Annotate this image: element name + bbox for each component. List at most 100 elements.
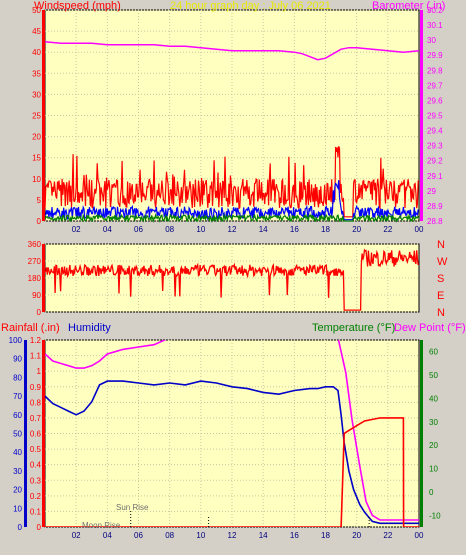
wind-speed-line: [44, 180, 419, 222]
sunrise-label: Sun Rise: [116, 503, 149, 512]
x-tick-label: 10: [196, 225, 205, 234]
baro-tick-label: 29.8: [427, 66, 443, 75]
rainfall-tick-label: 0.9: [30, 383, 42, 392]
x-tick-label: 20: [352, 531, 361, 540]
x-tick-label: 20: [352, 225, 361, 234]
x-tick-label: 18: [321, 531, 330, 540]
wind-tick-label: 0: [37, 217, 42, 226]
x-tick-label: 12: [228, 531, 237, 540]
x-tick-label: 00: [415, 531, 424, 540]
temperature-tick-label: 40: [429, 394, 438, 403]
temperature-tick-label: 0: [429, 488, 434, 497]
wind-baro-axes: 02 04 06 08 10 12 14 16 18 20 22 000510152025303540…: [32, 6, 443, 234]
baro-tick-label: 28.9: [427, 202, 443, 211]
baro-tick-label: 28.8: [427, 217, 443, 226]
wind-tick-label: 30: [32, 90, 41, 99]
rainfall-tick-label: 0.6: [30, 430, 42, 439]
direction-tick-label: 180: [28, 274, 42, 283]
wind-tick-label: 5: [37, 196, 42, 205]
x-tick-label: 22: [383, 531, 392, 540]
rainfall-tick-label: 0.3: [30, 476, 42, 485]
baro-tick-label: 29.2: [427, 157, 443, 166]
temperature-tick-label: -10: [429, 511, 441, 520]
x-tick-label: 12: [228, 225, 237, 234]
rainfall-axis-title: Rainfall (.in): [1, 322, 60, 334]
humidity-tick-label: 70: [13, 392, 22, 401]
temperature-axis-bar: [420, 340, 423, 527]
rainfall-axis-bar: [42, 340, 45, 527]
humidity-tick-label: 20: [13, 486, 22, 495]
humidity-tick-label: 80: [13, 373, 22, 382]
baro-tick-label: 30.2: [427, 6, 443, 15]
x-tick-label: 00: [415, 225, 424, 234]
rainfall-tick-label: 1.1: [30, 352, 42, 361]
x-tick-label: 18: [321, 225, 330, 234]
humidity-tick-label: 50: [13, 430, 22, 439]
x-tick-label: 10: [196, 531, 205, 540]
x-tick-label: 04: [103, 531, 112, 540]
wind-tick-label: 35: [32, 69, 41, 78]
compass-label: N: [437, 239, 445, 251]
direction-axes: 360 N 270 W 180 S 90 E 0 N: [28, 239, 448, 319]
wind-tick-label: 20: [32, 133, 41, 142]
baro-tick-label: 29.4: [427, 127, 443, 136]
humidity-axis-title: Humidity: [68, 322, 111, 334]
x-tick-label: 16: [290, 531, 299, 540]
rainfall-tick-label: 1: [37, 367, 42, 376]
rainfall-tick-label: 0.5: [30, 445, 42, 454]
wind-tick-label: 50: [32, 6, 41, 15]
humidity-tick-label: 10: [13, 504, 22, 513]
baro-tick-label: 29.6: [427, 96, 443, 105]
rainfall-tick-label: 0.1: [30, 507, 42, 516]
rainfall-tick-label: 0.2: [30, 492, 42, 501]
temperature-axis-title: Temperature (°F): [312, 322, 395, 334]
dewpoint-axis-title: Dew Point (°F): [394, 322, 466, 334]
baro-tick-label: 30.1: [427, 21, 443, 30]
direction-tick-label: 0: [37, 308, 42, 317]
x-tick-label: 02: [72, 225, 81, 234]
baro-tick-label: 29.5: [427, 112, 443, 121]
direction-tick-label: 90: [32, 291, 41, 300]
barometer-line: [44, 40, 420, 61]
temperature-tick-label: 60: [429, 348, 438, 357]
humidity-tick-label: 0: [18, 523, 23, 532]
x-tick-label: 06: [134, 225, 143, 234]
wind-direction-line: [44, 248, 419, 311]
moonrise-label: Moon Rise: [82, 521, 121, 530]
direction-axis-bar: [42, 244, 45, 312]
x-tick-label: 06: [134, 531, 143, 540]
compass-label: N: [437, 307, 445, 319]
page-title: 24 hour graph day : July 06 2021: [170, 0, 331, 12]
x-tick-label: 14: [259, 531, 268, 540]
baro-tick-label: 29.7: [427, 81, 443, 90]
x-tick-label: 02: [72, 531, 81, 540]
humidity-tick-label: 40: [13, 448, 22, 457]
wind-tick-label: 15: [32, 154, 41, 163]
rain-hum-temp-series: [45, 340, 419, 527]
temperature-tick-label: 20: [429, 441, 438, 450]
baro-tick-label: 29.1: [427, 172, 443, 181]
baro-tick-label: 29: [427, 187, 436, 196]
compass-label: W: [437, 256, 448, 268]
rainfall-tick-label: 0.7: [30, 414, 42, 423]
wind-baro-series: [44, 40, 420, 223]
wind-axis-bar: [42, 10, 45, 221]
humidity-tick-label: 30: [13, 467, 22, 476]
temperature-line: [45, 340, 419, 521]
compass-label: E: [437, 290, 444, 302]
humidity-tick-label: 100: [9, 336, 23, 345]
humidity-tick-label: 90: [13, 355, 22, 364]
wind-axis-title: Windspeed (mph): [34, 0, 121, 12]
direction-series: [44, 248, 419, 311]
direction-grid: [45, 243, 419, 313]
x-tick-label: 16: [290, 225, 299, 234]
baro-axis-bar: [420, 10, 423, 221]
wind-tick-label: 25: [32, 112, 41, 121]
x-tick-label: 08: [165, 225, 174, 234]
wind-tick-label: 45: [32, 27, 41, 36]
rain-hum-temp-axes: 02 04 06 08 10 12 14 16 18 20 22 000102030405060708…: [9, 336, 441, 540]
temperature-tick-label: 10: [429, 465, 438, 474]
humidity-axis-bar: [24, 340, 27, 527]
humidity-tick-label: 60: [13, 411, 22, 420]
rainfall-tick-label: 1.2: [30, 336, 42, 345]
